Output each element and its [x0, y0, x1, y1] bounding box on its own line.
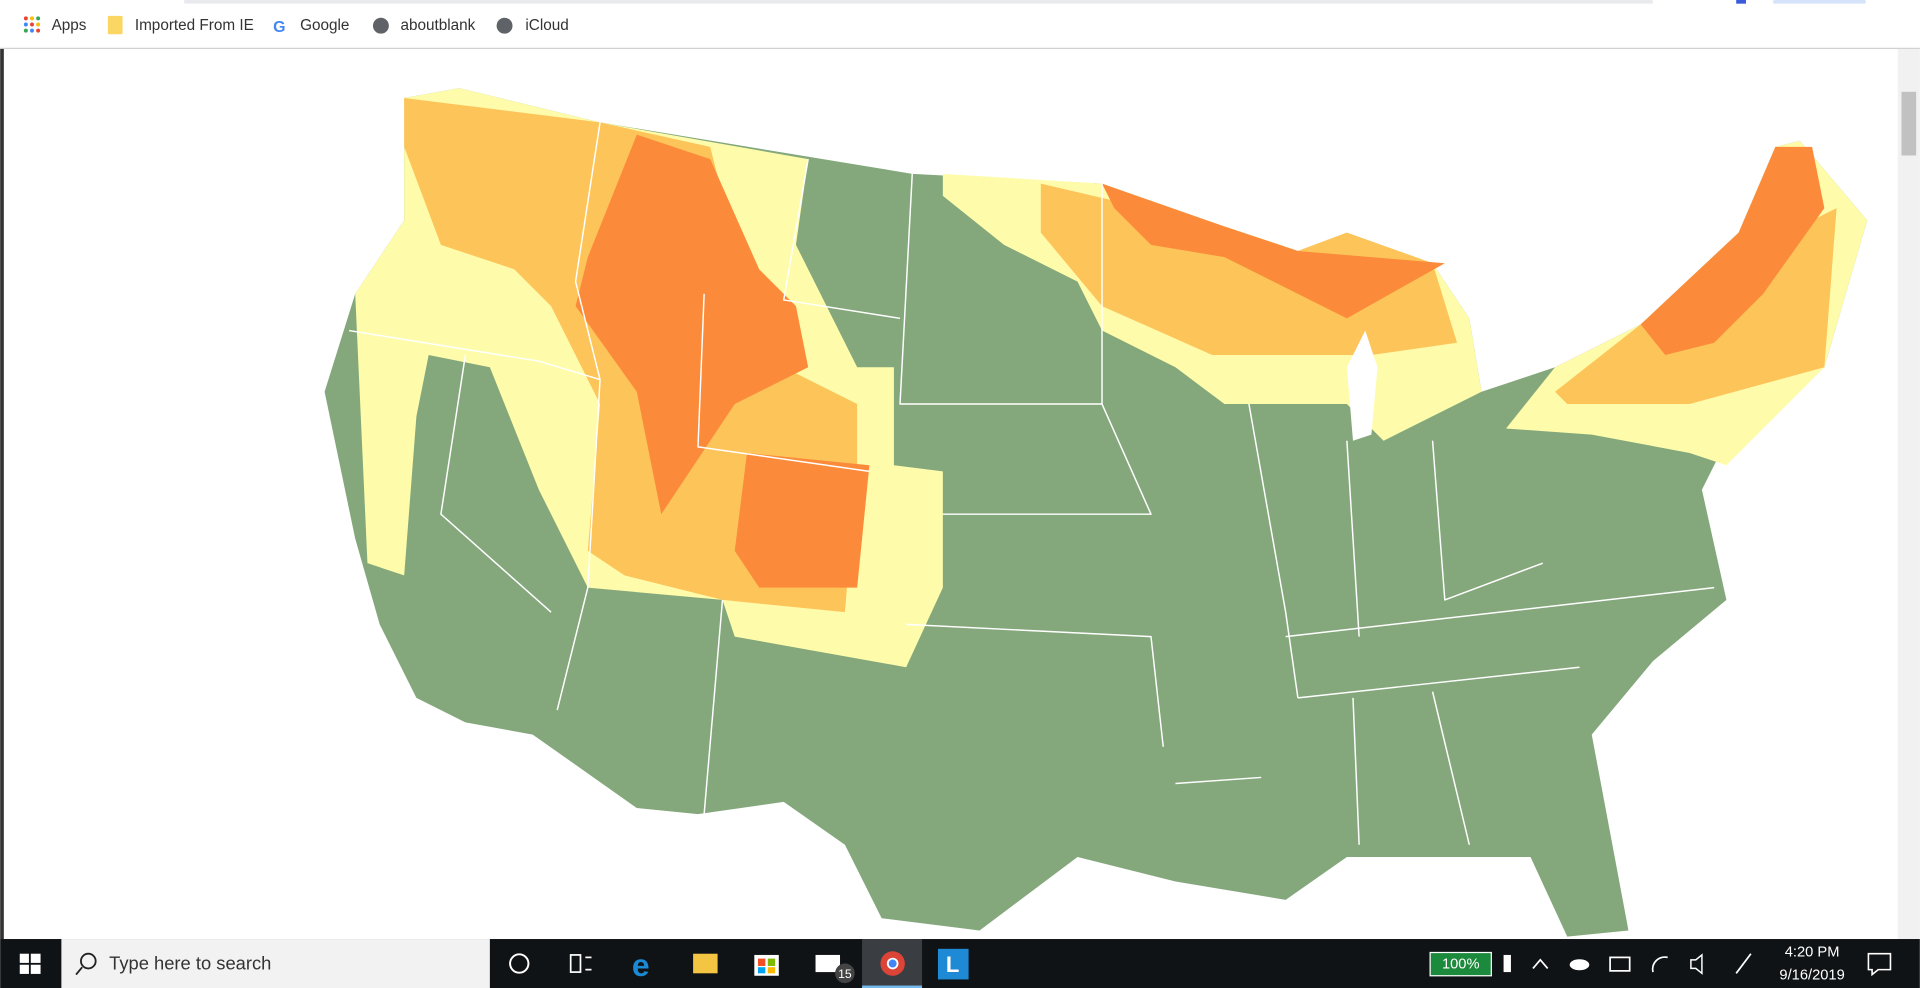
battery-indicator[interactable]: 100% — [1429, 951, 1492, 977]
badge — [835, 963, 855, 984]
map-region — [1640, 146, 1825, 356]
chrome-icon-center — [886, 957, 899, 970]
state-borders — [348, 122, 1715, 845]
battery-icon[interactable] — [1609, 956, 1631, 972]
store-button[interactable] — [754, 954, 779, 976]
clock-time: 4:20 PM — [1785, 944, 1840, 960]
window-edge — [0, 48, 4, 940]
app-icon: L — [946, 952, 959, 977]
cortana-button[interactable] — [509, 953, 530, 974]
bookmark-folder[interactable]: Imported From IE — [107, 15, 254, 35]
battery-percent: 100% — [1442, 957, 1480, 973]
bookmark-label: iCloud — [525, 17, 568, 34]
bookmark-label: Imported From IE — [135, 17, 254, 34]
store-tile — [767, 958, 776, 966]
google-icon: G — [273, 19, 285, 36]
explorer-button[interactable] — [693, 953, 718, 974]
store-tile — [757, 967, 766, 974]
start-button[interactable] — [19, 953, 41, 974]
map-region — [1102, 183, 1445, 319]
search-field — [61, 939, 490, 988]
search-icon — [75, 966, 83, 976]
active-indicator — [862, 985, 923, 988]
mail-button[interactable]: 15 — [815, 954, 855, 984]
task-view-button[interactable] — [569, 954, 592, 973]
bookmark-apps[interactable]: Apps — [23, 16, 87, 34]
bookmark-aboutblank[interactable]: aboutblank — [372, 17, 476, 34]
wifi-icon[interactable] — [1651, 956, 1668, 973]
bookmarks-bar — [0, 0, 1920, 49]
toolbar-button[interactable] — [1772, 0, 1866, 4]
notifications-button[interactable] — [1867, 952, 1892, 977]
onedrive-icon[interactable] — [1569, 959, 1590, 971]
search-placeholder: Type here to search — [109, 953, 271, 974]
search-icon — [80, 952, 97, 970]
lake — [1346, 330, 1378, 441]
scrollbar-thumb[interactable] — [1901, 91, 1917, 156]
store-tile — [767, 967, 776, 974]
clock[interactable]: 4:20 PM 9/16/2019 — [1779, 944, 1844, 983]
bookmark-icloud[interactable]: iCloud — [496, 17, 569, 34]
volume-icon[interactable] — [1690, 953, 1703, 975]
tray-expand[interactable] — [1532, 958, 1549, 969]
map-region — [575, 134, 809, 515]
bookmark-label: Google — [300, 17, 349, 34]
bookmark-label: Apps — [52, 17, 87, 34]
toolbar-icon — [1736, 0, 1746, 4]
edge-button[interactable]: e — [632, 947, 650, 983]
address-bar-edge — [183, 0, 1653, 4]
globe-icon — [372, 17, 389, 34]
clock-date: 9/16/2019 — [1779, 968, 1844, 984]
pen-icon[interactable] — [1735, 953, 1752, 974]
bookmark-label: aboutblank — [401, 17, 476, 34]
bookmark-google[interactable]: G Google — [273, 17, 349, 36]
search-box[interactable]: Type here to search — [61, 939, 490, 988]
battery-box — [1429, 951, 1492, 977]
folder-icon — [107, 15, 123, 35]
us-map — [324, 88, 1868, 937]
badge-count: 15 — [838, 967, 852, 981]
plug-icon — [1503, 954, 1511, 973]
globe-icon — [496, 17, 513, 34]
apps-icon — [23, 16, 41, 33]
mail-icon — [815, 954, 841, 973]
map-region — [734, 452, 870, 588]
scrollbar-track — [1897, 48, 1920, 940]
store-tile — [757, 958, 766, 966]
app-button[interactable] — [937, 948, 969, 980]
